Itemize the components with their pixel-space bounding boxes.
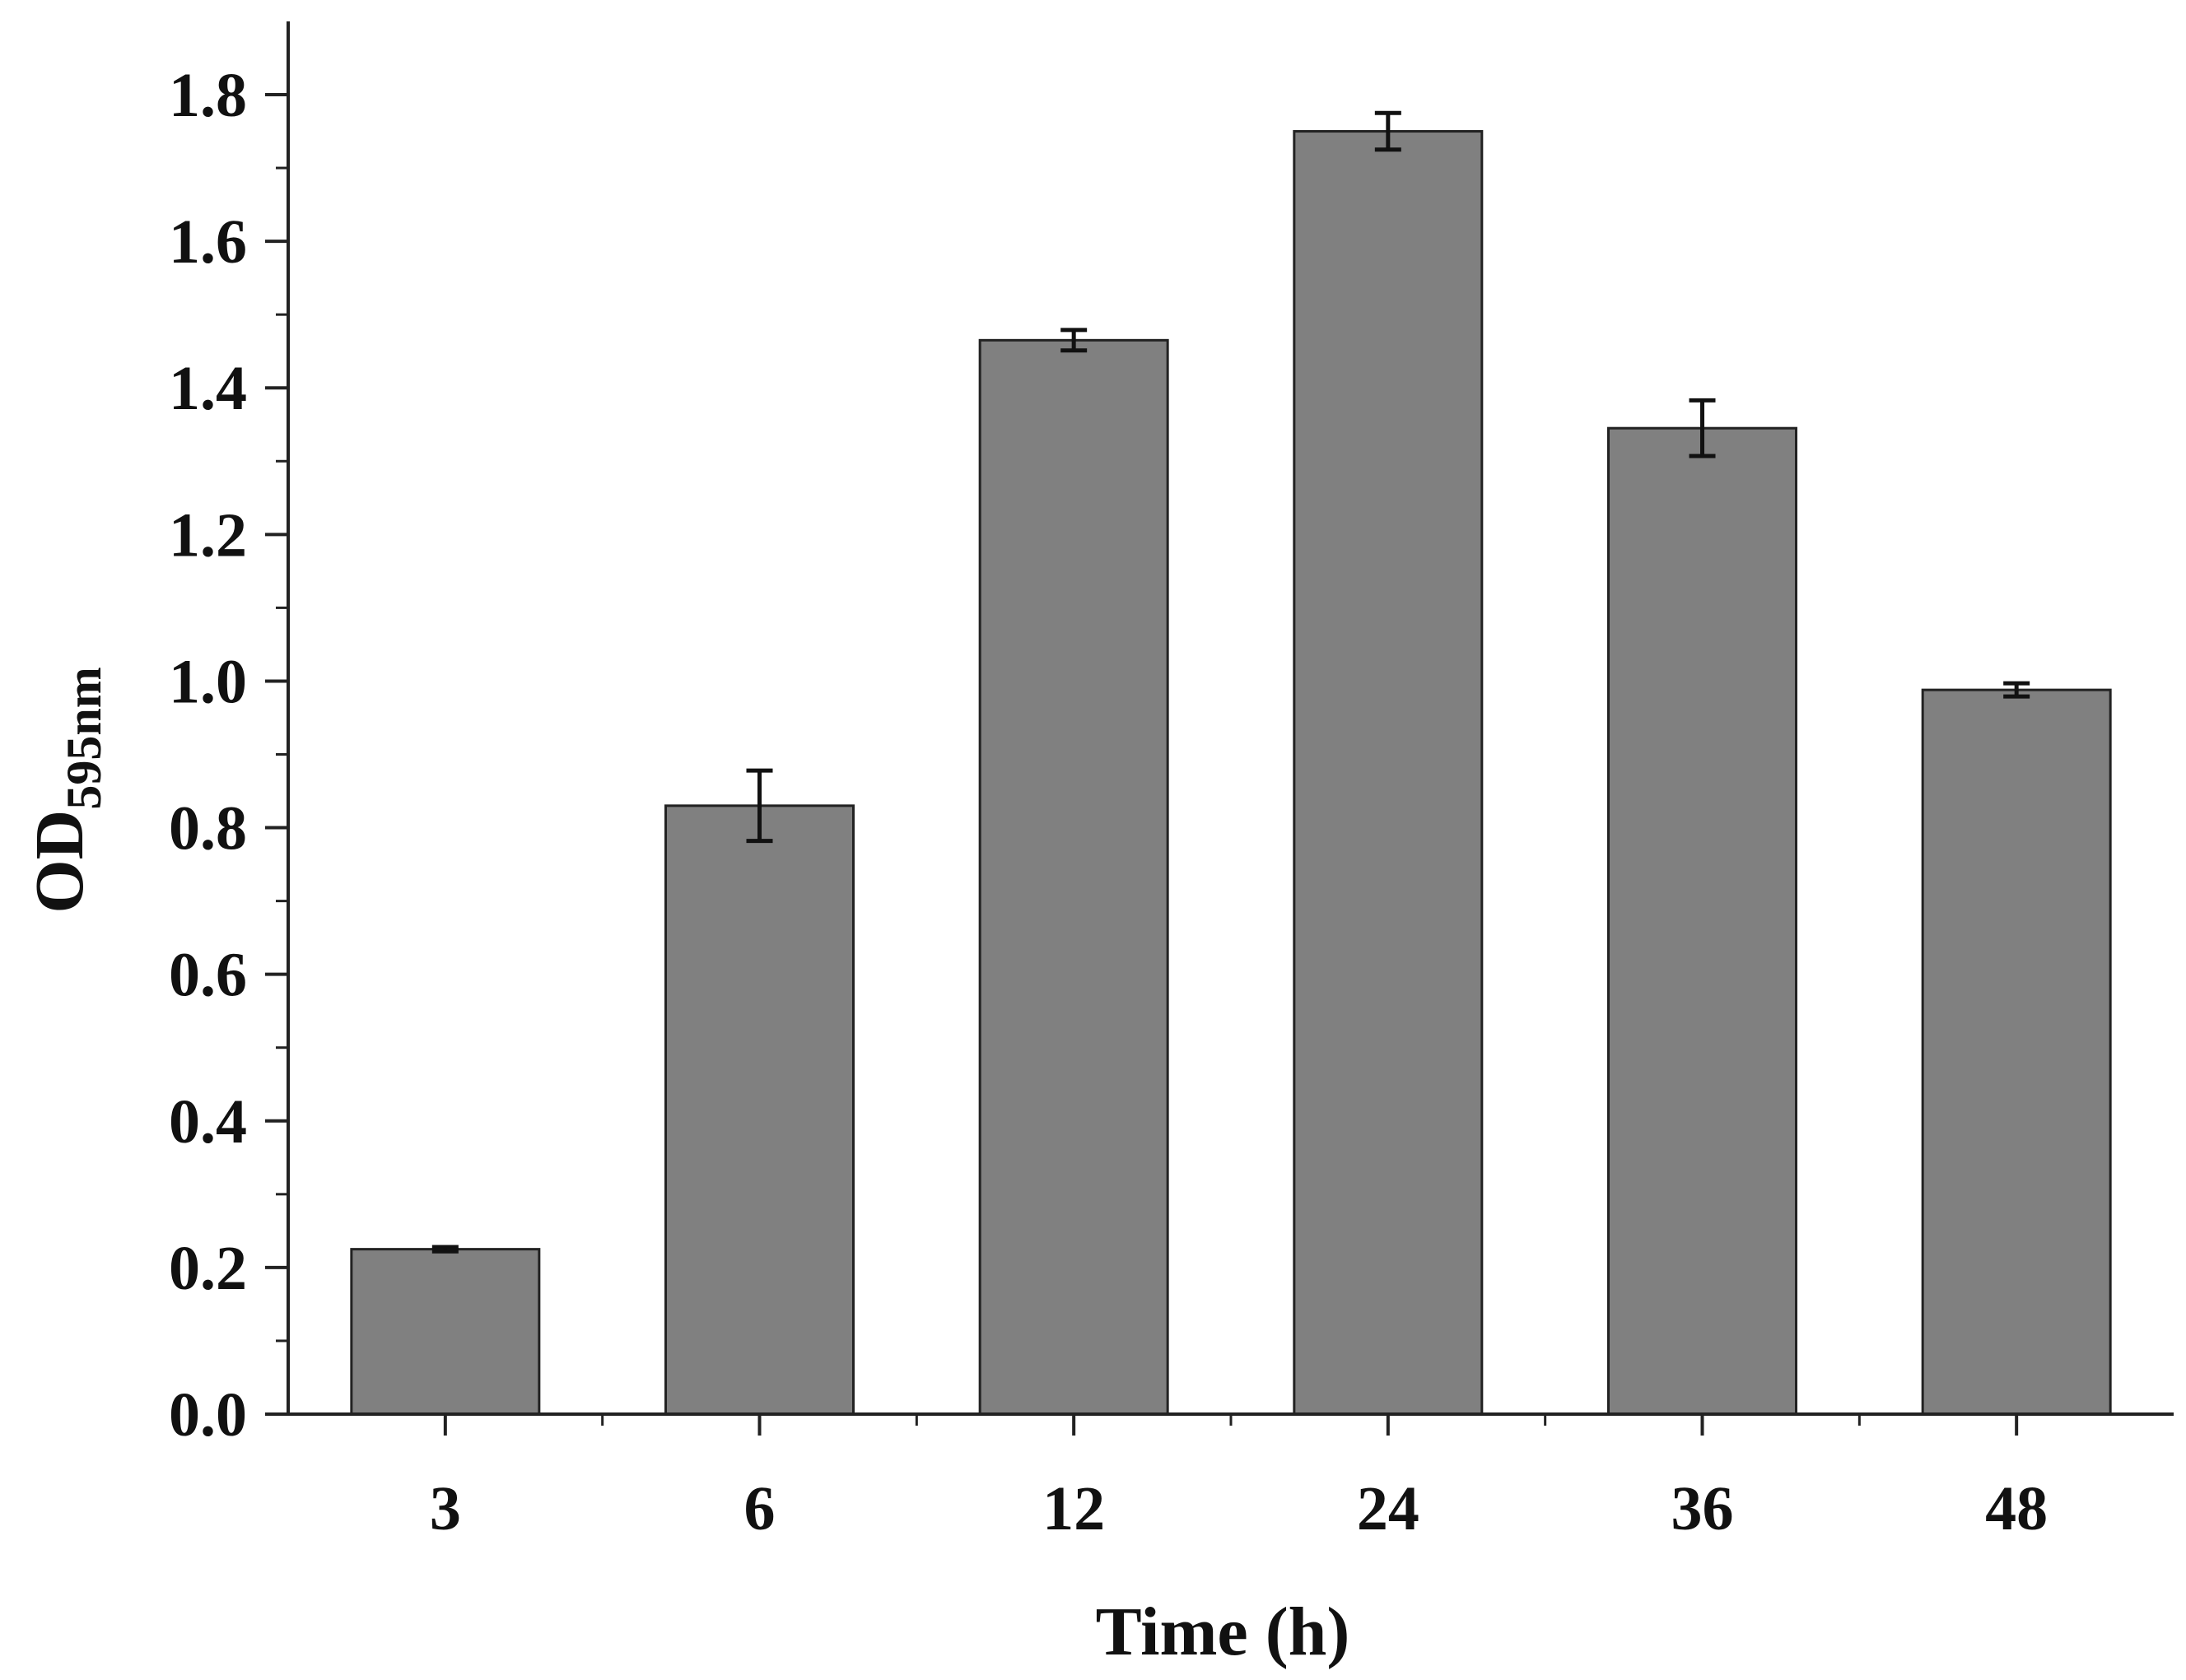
x-tick-label-12: 12 bbox=[1042, 1474, 1105, 1543]
y-tick-label: 0.8 bbox=[169, 794, 247, 863]
error-bar-12 bbox=[1060, 328, 1088, 353]
labels-layer: 3 6 12 24 36 480.00.20.40.60.81.01.21.41.61.8 bbox=[169, 61, 2048, 1543]
error-bar-36 bbox=[1689, 398, 1716, 458]
bar-3 bbox=[350, 1248, 541, 1416]
x-tick-label-24: 24 bbox=[1357, 1474, 1419, 1543]
x-tick-label-36: 36 bbox=[1671, 1474, 1734, 1543]
bar-36 bbox=[1607, 426, 1797, 1416]
y-tick-label: 1.6 bbox=[169, 207, 247, 277]
error-bars-layer bbox=[431, 110, 2030, 1254]
x-tick-label-3: 3 bbox=[430, 1474, 461, 1543]
y-tick-label: 0.2 bbox=[169, 1234, 247, 1303]
bar-12 bbox=[978, 338, 1169, 1416]
y-tick-label: 1.4 bbox=[169, 354, 247, 423]
bars-layer bbox=[350, 130, 2112, 1416]
y-axis-title-main: OD bbox=[21, 810, 98, 914]
x-tick-label-48: 48 bbox=[1985, 1474, 2048, 1543]
bar-6 bbox=[664, 804, 855, 1416]
error-bar-48 bbox=[2003, 681, 2030, 699]
x-axis-title: Time (h) bbox=[1096, 1594, 1350, 1670]
y-tick-label: 1.0 bbox=[169, 647, 247, 716]
x-tick-label-6: 6 bbox=[744, 1474, 776, 1543]
bar-24 bbox=[1293, 130, 1484, 1416]
error-bar-3 bbox=[431, 1245, 459, 1254]
y-tick-label: 0.4 bbox=[169, 1087, 247, 1156]
y-tick-label: 0.0 bbox=[169, 1380, 247, 1450]
y-tick-label: 0.6 bbox=[169, 941, 247, 1010]
y-axis-title-subscript: 595nm bbox=[57, 667, 111, 809]
y-axis-title: OD595nm bbox=[21, 667, 111, 913]
y-tick-label: 1.2 bbox=[169, 500, 247, 570]
error-bar-24 bbox=[1374, 110, 1401, 152]
axes-layer bbox=[265, 21, 2174, 1436]
bar-48 bbox=[1921, 688, 2112, 1416]
y-tick-label: 1.8 bbox=[169, 61, 247, 130]
error-bar-6 bbox=[746, 768, 773, 844]
